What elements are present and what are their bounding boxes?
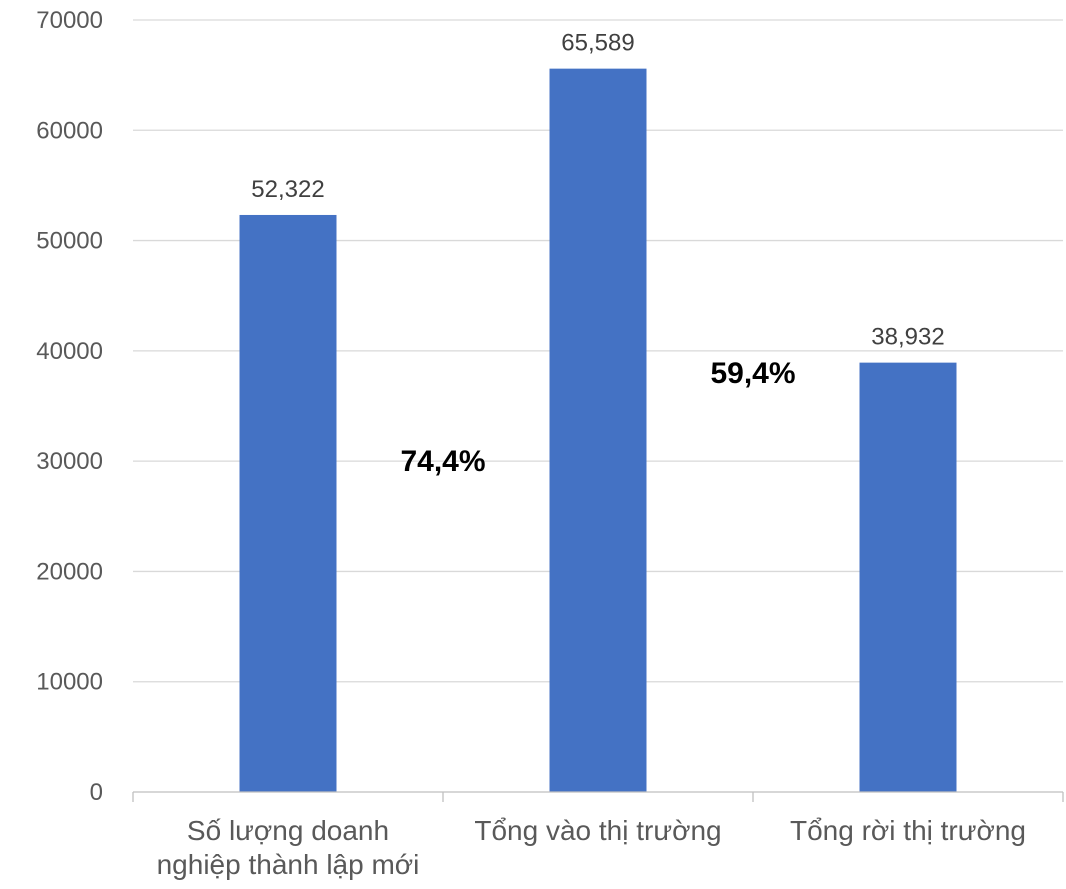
y-tick-label: 10000 [36,669,103,696]
bars [239,68,957,793]
annotations: 74,4% 59,4% [400,357,795,478]
y-tick-label: 20000 [36,558,103,585]
annotation-label: 59,4% [710,357,795,390]
y-tick-label: 70000 [36,7,103,34]
annotation-label: 74,4% [400,445,485,478]
data-label: 38,932 [871,324,944,351]
bar [549,68,647,792]
y-axis-ticks: 0 10000 20000 30000 40000 50000 60000 70000 [36,7,103,806]
data-label: 65,589 [561,30,634,57]
category-labels: Số lượng doanh nghiệp thành lập mới Tổng v… [157,815,1026,880]
x-axis [132,791,1064,802]
y-tick-label: 40000 [36,338,103,365]
category-label-line: nghiệp thành lập mới [157,849,420,880]
category-label: Tổng vào thị trường [474,815,721,846]
bar [859,362,957,792]
y-tick-label: 60000 [36,117,103,144]
category-label-line: Tổng rời thị trường [790,815,1026,846]
y-tick-label: 30000 [36,448,103,475]
category-label: Số lượng doanh nghiệp thành lập mới [157,815,420,880]
category-label-line: Tổng vào thị trường [474,815,721,846]
data-label: 52,322 [251,176,324,203]
category-label: Tổng rời thị trường [790,815,1026,846]
y-tick-label: 50000 [36,228,103,255]
y-tick-label: 0 [90,779,103,806]
category-label-line: Số lượng doanh [187,815,389,846]
data-labels: 52,322 65,589 38,932 [251,30,944,351]
bar [239,214,337,793]
